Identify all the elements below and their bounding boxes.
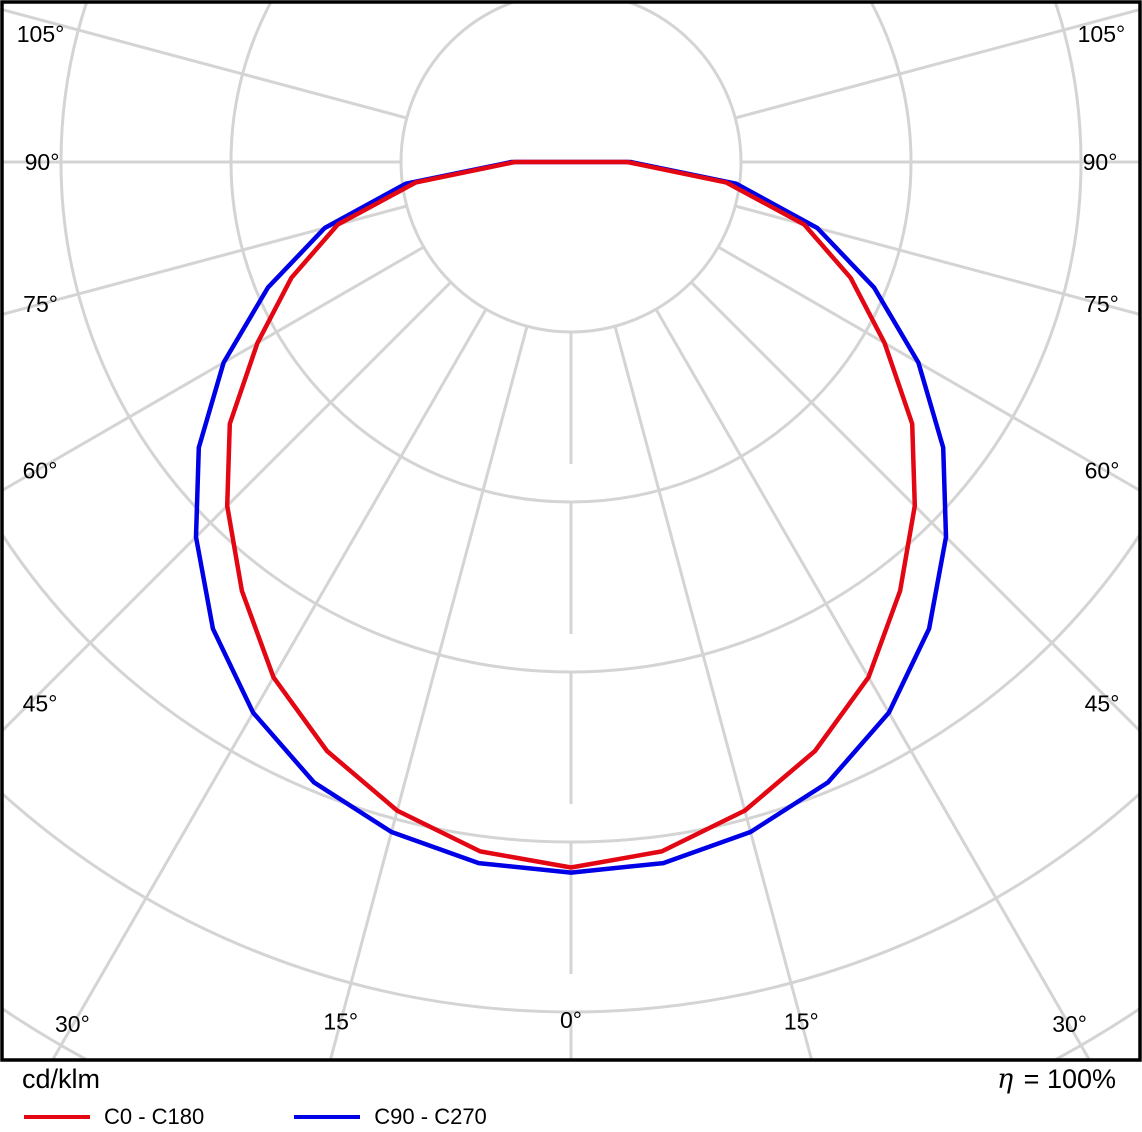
angle-label: 0° <box>560 1007 582 1033</box>
angle-label: 75° <box>23 291 58 317</box>
angle-label: 90° <box>1083 149 1118 175</box>
eta-value: = 100% <box>1016 1064 1116 1094</box>
plot-border <box>0 0 1142 1062</box>
angle-label: 90° <box>25 149 60 175</box>
legend-item-c90-c270: C90 - C270 <box>294 1104 487 1130</box>
curve-c0-c180 <box>224 159 918 870</box>
legend-items: C0 - C180 C90 - C270 <box>24 1104 487 1130</box>
angle-label: 75° <box>1084 291 1119 317</box>
curve-c90-c270 <box>193 159 949 875</box>
polar-grid <box>3 3 1139 1059</box>
angle-label: 60° <box>1085 458 1120 484</box>
polar-plot: 0° 15° 15° 30° 30° 45° 45° 60° 60° 75° 75° 90° 90° 10… <box>0 0 1142 1062</box>
angle-label: 45° <box>1085 690 1120 716</box>
angle-labels: 0° 15° 15° 30° 30° 45° 45° 60° 60° 75° 75° 90° 90° 10… <box>17 21 1125 1037</box>
angle-label: 105° <box>1078 21 1126 47</box>
radial-unit-label: cd/klm <box>22 1064 101 1094</box>
angle-label: 60° <box>23 458 58 484</box>
eta-symbol: η <box>996 1064 1014 1095</box>
angle-label: 45° <box>23 690 58 716</box>
angle-label: 30° <box>55 1011 90 1037</box>
legend-label-c0-c180: C0 - C180 <box>104 1104 205 1129</box>
c0-c180-line-swatch <box>24 1115 90 1119</box>
legend-label-c90-c270: C90 - C270 <box>374 1104 487 1129</box>
angle-label: 30° <box>1052 1011 1087 1037</box>
efficiency-label: η = 100% <box>997 1064 1116 1095</box>
legend: cd/klm η = 100% C0 - C180 C90 - C270 <box>0 1062 1142 1132</box>
c90-c270-line-swatch <box>294 1115 361 1119</box>
angle-label: 15° <box>323 1008 358 1034</box>
angle-label: 105° <box>17 21 65 47</box>
curves <box>193 159 949 875</box>
angle-label: 15° <box>784 1008 819 1034</box>
legend-item-c0-c180: C0 - C180 <box>24 1104 204 1130</box>
